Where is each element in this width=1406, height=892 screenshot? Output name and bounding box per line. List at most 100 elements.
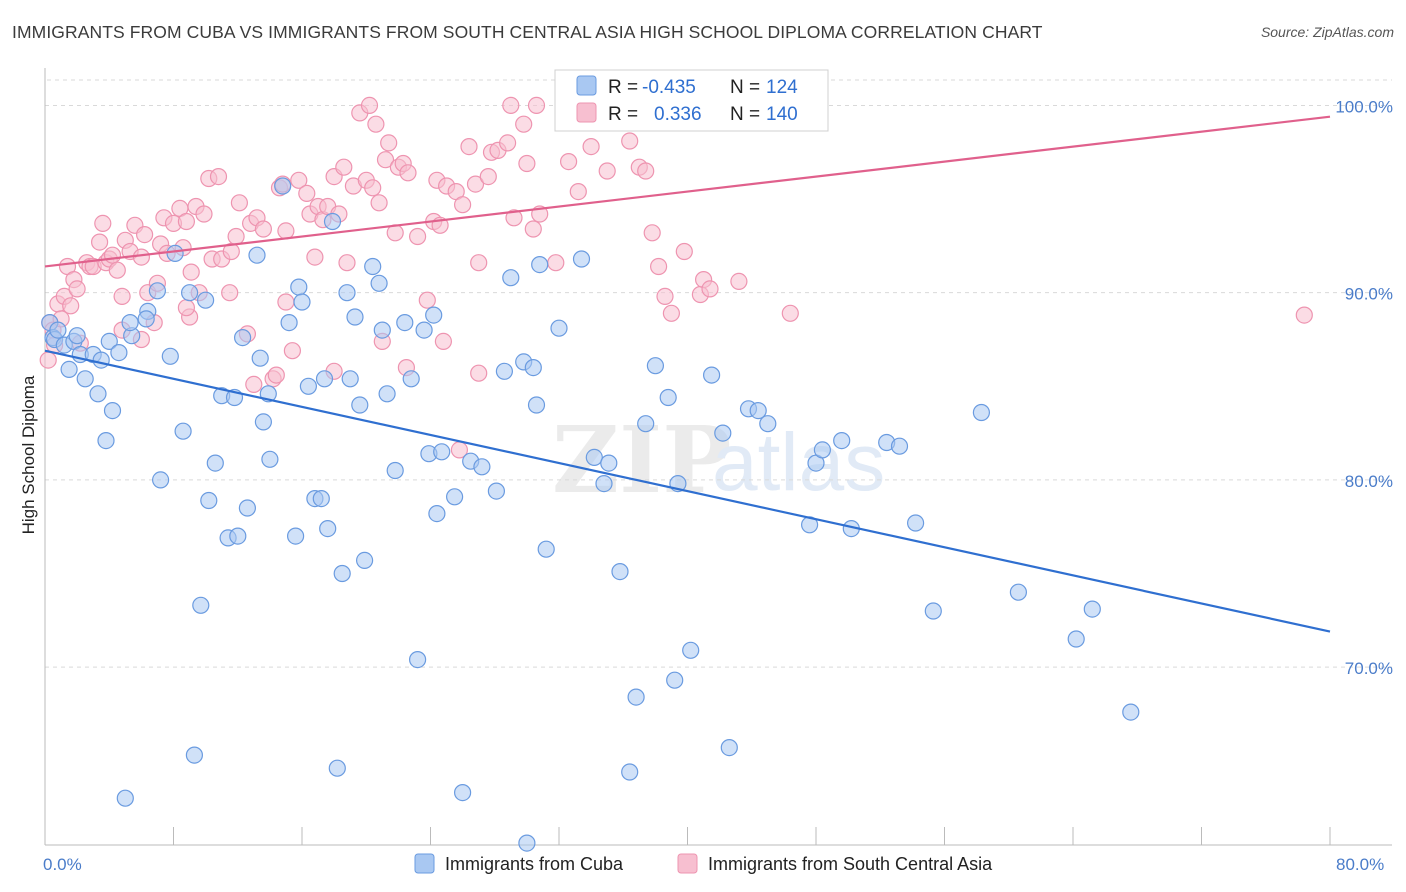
asia-point-113	[662, 304, 681, 322]
x-tick-label-min: 0.0%	[43, 855, 82, 874]
asia-point-74	[370, 194, 388, 212]
chart-source: Source: ZipAtlas.com	[1260, 24, 1394, 40]
asia-point-89	[460, 138, 478, 156]
legend-cuba-label: Immigrants from Cuba	[445, 854, 624, 874]
cuba-point-64	[378, 385, 396, 403]
stats-cuba-swatch	[576, 75, 597, 96]
cuba-point-115	[1009, 583, 1028, 601]
cuba-point-36	[234, 329, 252, 347]
asia-point-102	[559, 153, 578, 171]
asia-point-67	[335, 158, 353, 176]
cuba-point-120	[518, 834, 536, 852]
asia-point-95	[499, 134, 517, 152]
cuba-point-111	[890, 437, 909, 455]
asia-point-16	[94, 214, 112, 232]
stats-cuba-r: -0.435	[642, 77, 696, 98]
cuba-trend-line	[44, 349, 1331, 633]
cuba-point-88	[595, 475, 613, 493]
asia-point-101	[547, 254, 565, 272]
stats-asia-n: 140	[766, 104, 798, 125]
cuba-point-25	[174, 422, 192, 440]
cuba-point-15	[103, 402, 122, 420]
cuba-point-90	[611, 562, 629, 581]
asia-point-25	[132, 248, 150, 266]
asia-point-20	[108, 261, 126, 279]
cuba-point-55	[333, 564, 351, 583]
legend-asia-label: Immigrants from South Central Asia	[708, 854, 993, 874]
stats-cuba-n: 124	[766, 77, 798, 98]
asia-point-118	[730, 272, 748, 290]
cuba-point-59	[351, 396, 369, 414]
asia-point-40	[195, 205, 213, 223]
asia-point-128	[221, 284, 239, 302]
asia-point-91	[470, 254, 488, 272]
cuba-point-73	[433, 443, 451, 461]
asia-point-72	[364, 179, 382, 197]
cuba-point-118	[1122, 703, 1140, 721]
cuba-point-58	[346, 308, 364, 326]
cuba-point-107	[813, 441, 832, 459]
cuba-point-20	[137, 310, 155, 328]
asia-point-8	[62, 297, 80, 315]
cuba-point-113	[924, 602, 942, 620]
cuba-point-65	[386, 461, 404, 480]
cuba-point-99	[702, 366, 721, 384]
x-tick-label-max: 80.0%	[1336, 855, 1384, 874]
cuba-point-79	[495, 362, 513, 380]
asia-point-80	[399, 164, 417, 182]
cuba-point-37	[238, 499, 256, 517]
chart-title: IMMIGRANTS FROM CUBA VS IMMIGRANTS FROM …	[12, 22, 1043, 42]
cuba-point-28	[192, 596, 210, 614]
asia-point-58	[290, 171, 308, 189]
asia-point-131	[277, 293, 295, 311]
asia-point-36	[177, 212, 195, 231]
cuba-point-39	[251, 349, 269, 367]
asia-point-53	[267, 366, 285, 384]
asia-point-98	[518, 154, 536, 173]
asia-point-129	[434, 332, 452, 350]
asia-point-26	[136, 226, 154, 244]
trend-lines	[44, 115, 1331, 633]
asia-point-126	[245, 375, 263, 393]
asia-point-43	[209, 168, 228, 186]
cuba-point-29	[197, 291, 215, 309]
y-tick-label-70: 70.0%	[1345, 659, 1393, 678]
cuba-point-100	[714, 424, 732, 442]
cuba-point-104	[759, 415, 777, 433]
asia-point-123	[527, 96, 546, 115]
cuba-point-13	[97, 432, 115, 450]
cuba-point-117	[1083, 600, 1101, 618]
cuba-point-98	[682, 641, 700, 659]
cuba-point-7	[68, 327, 86, 345]
asia-point-103	[569, 183, 587, 201]
asia-point-51	[254, 220, 272, 238]
cuba-point-112	[906, 514, 925, 532]
cuba-point-45	[287, 527, 305, 545]
asia-point-117	[701, 280, 719, 298]
asia-point-111	[649, 257, 668, 276]
cuba-point-44	[280, 314, 298, 332]
cuba-point-12	[92, 351, 110, 369]
cuba-point-103	[749, 402, 767, 420]
cuba-point-14	[100, 332, 118, 350]
legend-asia-swatch	[677, 853, 698, 874]
asia-point-96	[505, 209, 523, 227]
asia-point-21	[113, 287, 131, 305]
asia-point-0	[39, 351, 57, 369]
cuba-point-42	[261, 450, 279, 468]
cuba-point-92	[627, 688, 645, 706]
asia-point-82	[418, 291, 436, 309]
watermark-atlas: atlas	[712, 417, 885, 508]
cuba-point-89	[600, 454, 618, 472]
asia-point-76	[380, 134, 398, 152]
asia-point-37	[182, 263, 200, 281]
asia-point-110	[643, 224, 661, 242]
cuba-point-43	[274, 177, 292, 195]
cuba-point-46	[290, 278, 308, 296]
legend: Immigrants from Cuba Immigrants from Sou…	[414, 853, 993, 874]
asia-point-15	[90, 233, 109, 251]
cuba-point-40	[254, 413, 272, 431]
asia-point-73	[367, 115, 385, 133]
asia-point-47	[230, 194, 248, 212]
asia-point-81	[409, 227, 427, 246]
